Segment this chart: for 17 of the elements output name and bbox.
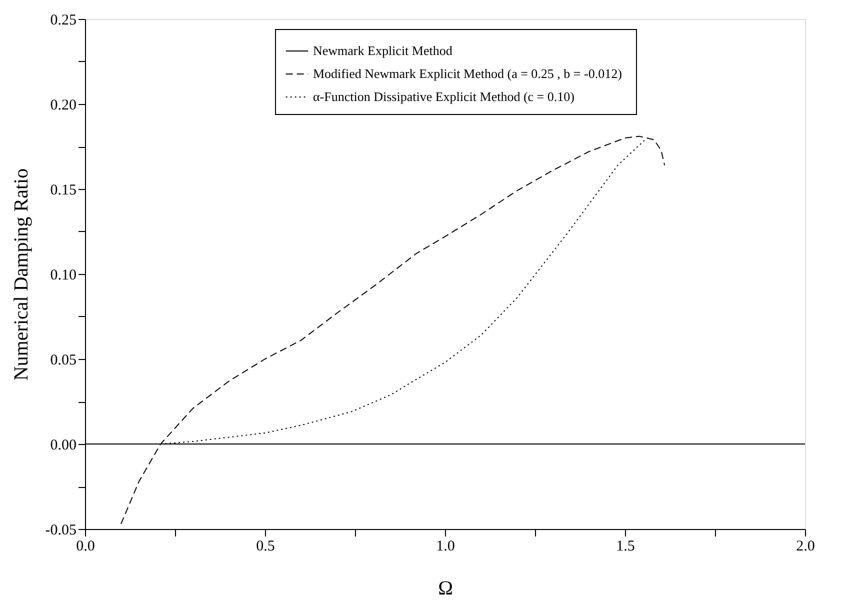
- x-tick-label: 0.0: [76, 538, 95, 554]
- legend-label: α-Function Dissipative Explicit Method (c = 0.10): [313, 89, 574, 104]
- x-tick-label: 1.0: [436, 538, 455, 554]
- legend-label: Modified Newmark Explicit Method (a = 0.25 , b = -0.012): [313, 66, 622, 81]
- y-tick-label: 0.10: [50, 268, 76, 284]
- x-tick-label: 0.5: [256, 538, 275, 554]
- y-axis-title: Numerical Damping Ratio: [10, 168, 32, 381]
- y-tick-label: 0.00: [50, 438, 76, 454]
- y-tick-label: -0.05: [45, 522, 76, 538]
- x-tick-label: 2.0: [796, 538, 815, 554]
- y-tick-label: 0.05: [50, 352, 76, 368]
- y-tick-label: 0.20: [50, 98, 76, 114]
- x-tick-label: 1.5: [616, 538, 635, 554]
- legend-label: Newmark Explicit Method: [313, 43, 453, 58]
- y-tick-label: 0.15: [50, 182, 76, 198]
- y-tick-label: 0.25: [50, 12, 76, 28]
- x-axis-title: Ω: [438, 578, 453, 600]
